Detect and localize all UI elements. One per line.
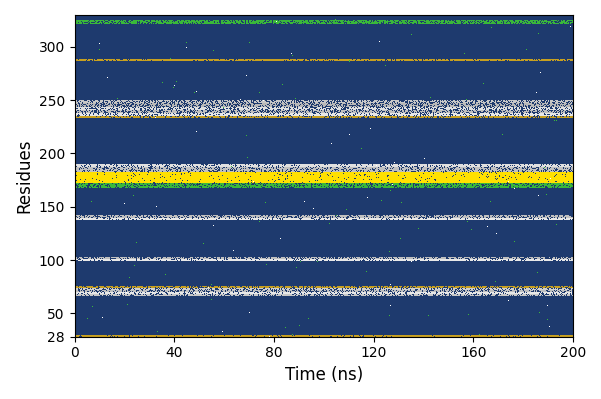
X-axis label: Time (ns): Time (ns) bbox=[285, 366, 363, 384]
Y-axis label: Residues: Residues bbox=[15, 138, 33, 213]
